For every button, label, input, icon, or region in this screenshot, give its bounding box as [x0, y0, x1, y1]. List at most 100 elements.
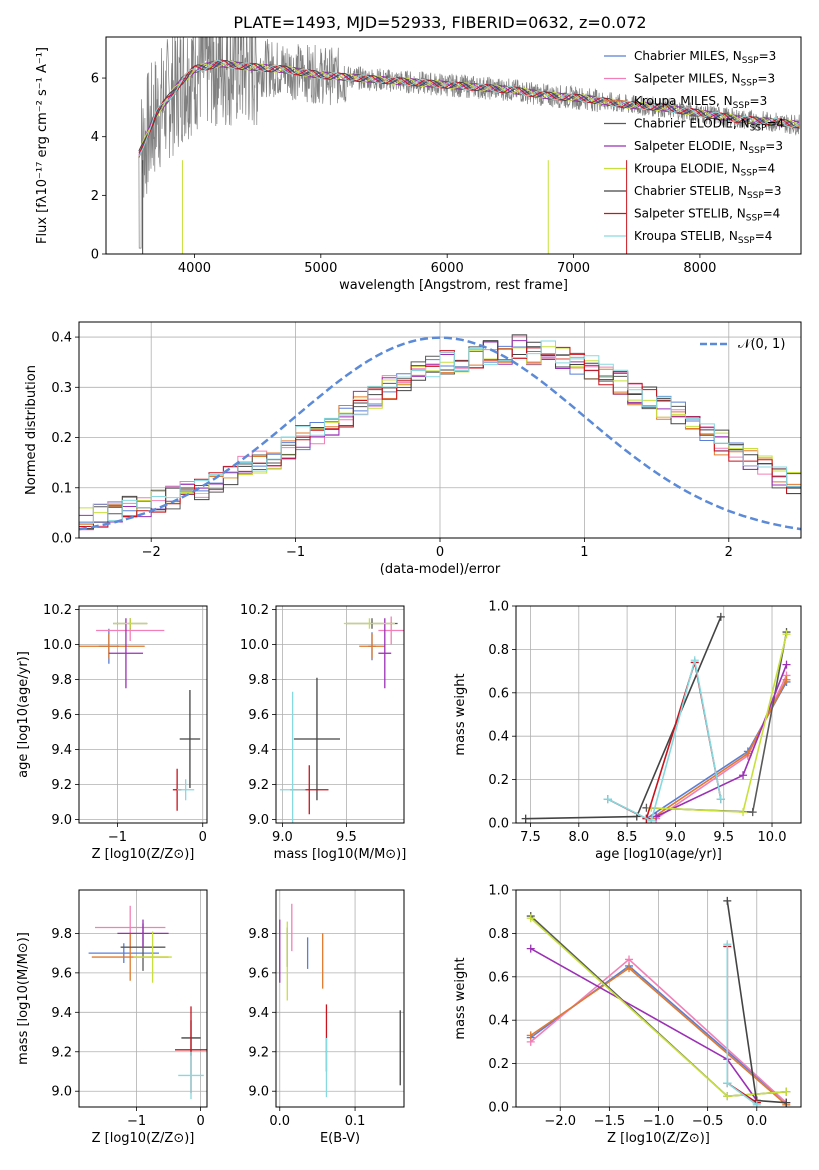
x-tick-label: 7000 [557, 261, 590, 276]
histogram-plot [79, 334, 801, 531]
x-tick-label: 2 [725, 545, 733, 560]
histogram-series [79, 346, 801, 518]
spectrum-legend: Chabrier MILES, NSSP=3 Salpeter MILES, NS… [604, 49, 784, 246]
legend-count: =3 [757, 72, 775, 86]
model-spectrum-line [138, 60, 800, 153]
spectrum-axes [102, 77, 701, 258]
y-tick-label: 9.6 [51, 966, 72, 981]
y-tick-label: 9.2 [248, 1045, 269, 1060]
mass-weight-marker [743, 749, 752, 758]
y-axis-label: age [log10(age/yr)] [16, 651, 31, 778]
y-tick-label: 9.4 [248, 1006, 269, 1021]
y-tick-label: 9.0 [248, 813, 269, 828]
y-tick-label: 10.0 [43, 638, 72, 653]
mass_weight_vs_Z-frame [515, 889, 802, 1108]
y-tick-label: 9.6 [51, 708, 72, 723]
y-tick-label: 9.8 [248, 673, 269, 688]
x-tick-label: −1.0 [643, 1114, 675, 1129]
x-tick-label: 0.0 [746, 1114, 767, 1129]
legend-label: Salpeter STELIB, NSSP=4 [634, 207, 780, 224]
legend-subscript: SSP [738, 236, 755, 246]
legend-subscript: SSP [742, 56, 759, 66]
y-tick-label: 9.0 [51, 1085, 72, 1100]
x-tick-label: −0.5 [692, 1114, 724, 1129]
x-tick-label: 6000 [431, 261, 464, 276]
x-tick-label: −1.5 [594, 1114, 626, 1129]
y-tick-label: 0.6 [488, 970, 509, 985]
legend-subscript: SSP [748, 146, 765, 156]
mass-weight-marker [723, 1079, 732, 1088]
x-tick-label: 0.1 [345, 1114, 366, 1129]
mass-weight-marker [526, 1031, 535, 1040]
y-tick-label: 4 [91, 130, 99, 145]
spectrum-frame [105, 36, 802, 255]
x-tick-label: 0 [436, 545, 444, 560]
age_vs_mass-frame [275, 605, 405, 824]
histogram-series [79, 334, 801, 529]
y-axis-label: Normed distribution [24, 365, 39, 495]
mass-weight-marker [625, 964, 634, 973]
mass_vs_EBV-plot [279, 903, 401, 1098]
x-tick-label: 8000 [683, 261, 716, 276]
y-tick-label: 6 [91, 72, 99, 87]
x-tick-label: −1 [127, 1114, 146, 1129]
mass-weight-marker [690, 656, 699, 665]
mass-weight-marker [716, 612, 725, 621]
x-tick-label: 0.0 [269, 1114, 290, 1129]
y-tick-label: 10.2 [43, 603, 72, 618]
x-axis-label: Z [log10(Z/Z⊙)] [607, 1131, 710, 1146]
model-spectrum-line [138, 59, 800, 157]
x-tick-label: 9.5 [336, 830, 357, 845]
legend-count: =4 [757, 162, 775, 176]
histogram-series [79, 346, 801, 528]
x-tick-label: 7.5 [520, 830, 541, 845]
age_vs_mass-axes [272, 606, 404, 827]
y-tick-label: 9.2 [51, 778, 72, 793]
mass-weight-marker [723, 896, 732, 905]
mass-weight-marker [782, 630, 791, 639]
y-tick-label: 9.0 [248, 1085, 269, 1100]
legend-label: Chabrier STELIB, NSSP=3 [634, 184, 782, 201]
y-tick-label: 2 [91, 189, 99, 204]
age_vs_Z-axes [75, 606, 207, 827]
y-axis-label: mass weight [453, 673, 468, 755]
legend-subscript: SSP [747, 191, 764, 201]
mass-weight-marker [752, 1100, 761, 1107]
mass_vs_EBV-frame [275, 889, 405, 1108]
mass_weight_vs_age-axes [512, 605, 801, 827]
y-axis-label: mass [log10(M/M⊙)] [16, 932, 31, 1065]
mass-weight-line [530, 947, 758, 1101]
legend-label: Salpeter ELODIE, NSSP=3 [634, 139, 783, 156]
mass_vs_Z-frame [78, 889, 208, 1108]
mass-weight-line [607, 660, 722, 822]
legend-subscript: SSP [750, 124, 767, 134]
y-tick-label: 10.0 [240, 638, 269, 653]
x-tick-label: 10.0 [758, 830, 787, 845]
plot-layer: 4000 5000 6000 7000 8000 0 2 4 6 wavelength [Angs… [16, 36, 802, 1146]
y-tick-label: 0.6 [488, 686, 509, 701]
age_vs_Z-plot [79, 618, 201, 811]
y-axis-label: Flux [fλ10⁻¹⁷ erg cm⁻² s⁻¹ A⁻¹] [35, 47, 50, 244]
x-tick-label: −1 [108, 830, 127, 845]
y-tick-label: 9.8 [51, 673, 72, 688]
y-tick-label: 9.2 [51, 1045, 72, 1060]
mass_vs_Z-axes [75, 890, 207, 1111]
legend-count: =3 [764, 184, 782, 198]
x-tick-label: 5000 [304, 261, 337, 276]
mass-weight-marker [739, 808, 748, 817]
x-axis-label: Z [log10(Z/Z⊙)] [92, 1131, 195, 1146]
y-tick-label: 9.2 [248, 778, 269, 793]
y-tick-label: 0.0 [51, 532, 72, 547]
legend-label: Kroupa STELIB, NSSP=4 [634, 229, 772, 246]
y-axis-label: mass weight [453, 957, 468, 1039]
legend-count: =3 [750, 94, 768, 108]
histogram-series [79, 340, 801, 524]
y-tick-label: 10.2 [240, 603, 269, 618]
mass_weight_vs_age-frame [515, 605, 802, 824]
age_vs_mass-plot [279, 616, 404, 823]
x-tick-label: −2.0 [544, 1114, 576, 1129]
mass-weight-marker [625, 955, 634, 964]
mass-weight-marker [782, 1098, 791, 1107]
y-tick-label: 1.0 [488, 884, 509, 899]
